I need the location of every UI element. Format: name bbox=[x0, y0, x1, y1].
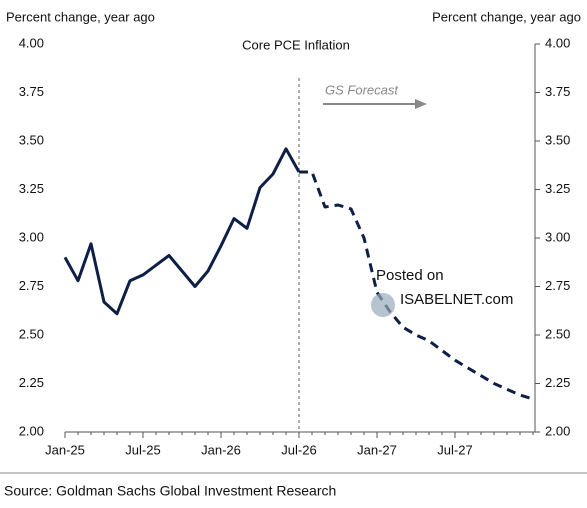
x-tick-label: Jan-26 bbox=[201, 442, 241, 457]
y2-tick-label: 3.00 bbox=[545, 229, 570, 244]
watermark-logo bbox=[371, 293, 395, 317]
x-tick-label: Jan-27 bbox=[357, 442, 397, 457]
y-tick-label: 3.75 bbox=[19, 84, 44, 99]
series-line bbox=[299, 170, 534, 401]
y2-tick-label: 3.75 bbox=[545, 84, 570, 99]
x-tick-label: Jul-26 bbox=[281, 442, 316, 457]
y-tick-label: 3.50 bbox=[19, 132, 44, 147]
x-tick-label: Jul-27 bbox=[437, 442, 472, 457]
y-tick-label: 2.50 bbox=[19, 326, 44, 341]
y-tick-label: 3.25 bbox=[19, 181, 44, 196]
forecast-label: GS Forecast bbox=[325, 82, 399, 97]
x-tick-label: Jul-25 bbox=[125, 442, 160, 457]
y2-tick-label: 2.00 bbox=[545, 423, 570, 438]
y2-axis-label: Percent change, year ago bbox=[432, 9, 581, 24]
chart-title: Core PCE Inflation bbox=[242, 37, 350, 52]
watermark-text: ISABELNET.com bbox=[400, 291, 513, 308]
y-tick-label: 3.00 bbox=[19, 229, 44, 244]
y2-tick-label: 3.50 bbox=[545, 132, 570, 147]
y2-tick-label: 2.50 bbox=[545, 326, 570, 341]
y-tick-label: 4.00 bbox=[19, 35, 44, 50]
y-axis-label: Percent change, year ago bbox=[6, 9, 155, 24]
y-tick-label: 2.25 bbox=[19, 375, 44, 390]
source: Source: Goldman Sachs Global Investment … bbox=[4, 483, 336, 499]
y-tick-label: 2.00 bbox=[19, 423, 44, 438]
y-tick-label: 2.75 bbox=[19, 278, 44, 293]
x-tick-label: Jan-25 bbox=[45, 442, 85, 457]
watermark-text: Posted on bbox=[376, 267, 444, 284]
forecast-arrowhead bbox=[415, 99, 427, 109]
y2-tick-label: 3.25 bbox=[545, 181, 570, 196]
y2-tick-label: 4.00 bbox=[545, 35, 570, 50]
y2-tick-label: 2.25 bbox=[545, 375, 570, 390]
y2-tick-label: 2.75 bbox=[545, 278, 570, 293]
series-line bbox=[63, 147, 301, 316]
